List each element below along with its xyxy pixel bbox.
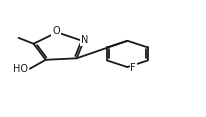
Text: N: N [81,35,88,45]
Text: F: F [130,63,136,73]
Text: HO: HO [13,64,28,74]
Text: O: O [52,26,60,36]
